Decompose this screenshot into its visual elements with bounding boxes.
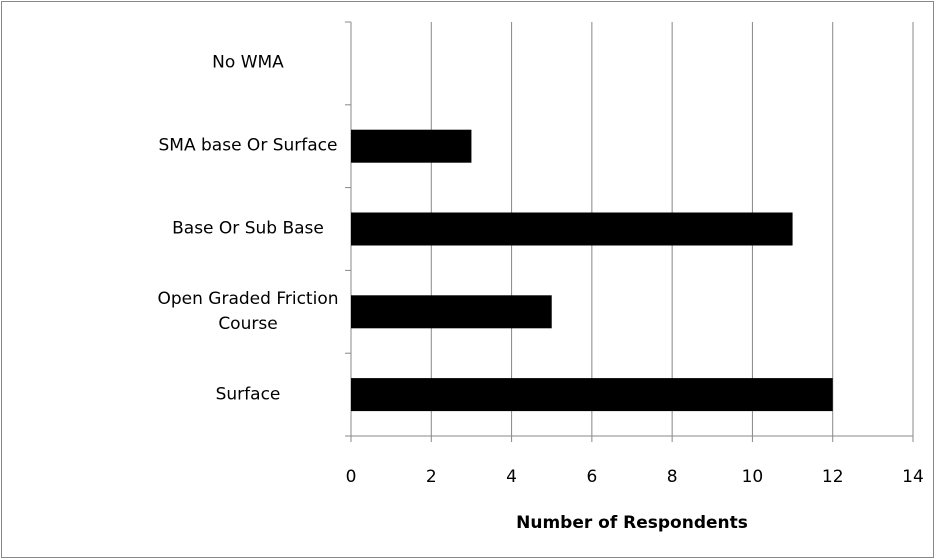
bar [351, 378, 833, 412]
x-tick-label: 8 [667, 467, 678, 487]
x-tick-label: 0 [346, 467, 357, 487]
x-axis-title: Number of Respondents [516, 513, 748, 533]
y-tick-label: Surface [215, 384, 281, 405]
x-tick-label: 2 [426, 467, 437, 487]
x-tick-label: 12 [822, 467, 844, 487]
x-tick-label: 14 [902, 467, 924, 487]
y-tick-label: Open Graded Friction Course [157, 288, 339, 334]
bar [351, 295, 552, 329]
x-tick-label: 6 [586, 467, 597, 487]
y-tick-label: SMA base Or Surface [158, 135, 338, 156]
y-tick-label: No WMA [212, 52, 284, 73]
bar [351, 212, 793, 246]
y-tick-label: Base Or Sub Base [172, 218, 324, 239]
x-tick-label: 4 [506, 467, 517, 487]
x-tick-label: 10 [742, 467, 764, 487]
bar [351, 129, 472, 163]
